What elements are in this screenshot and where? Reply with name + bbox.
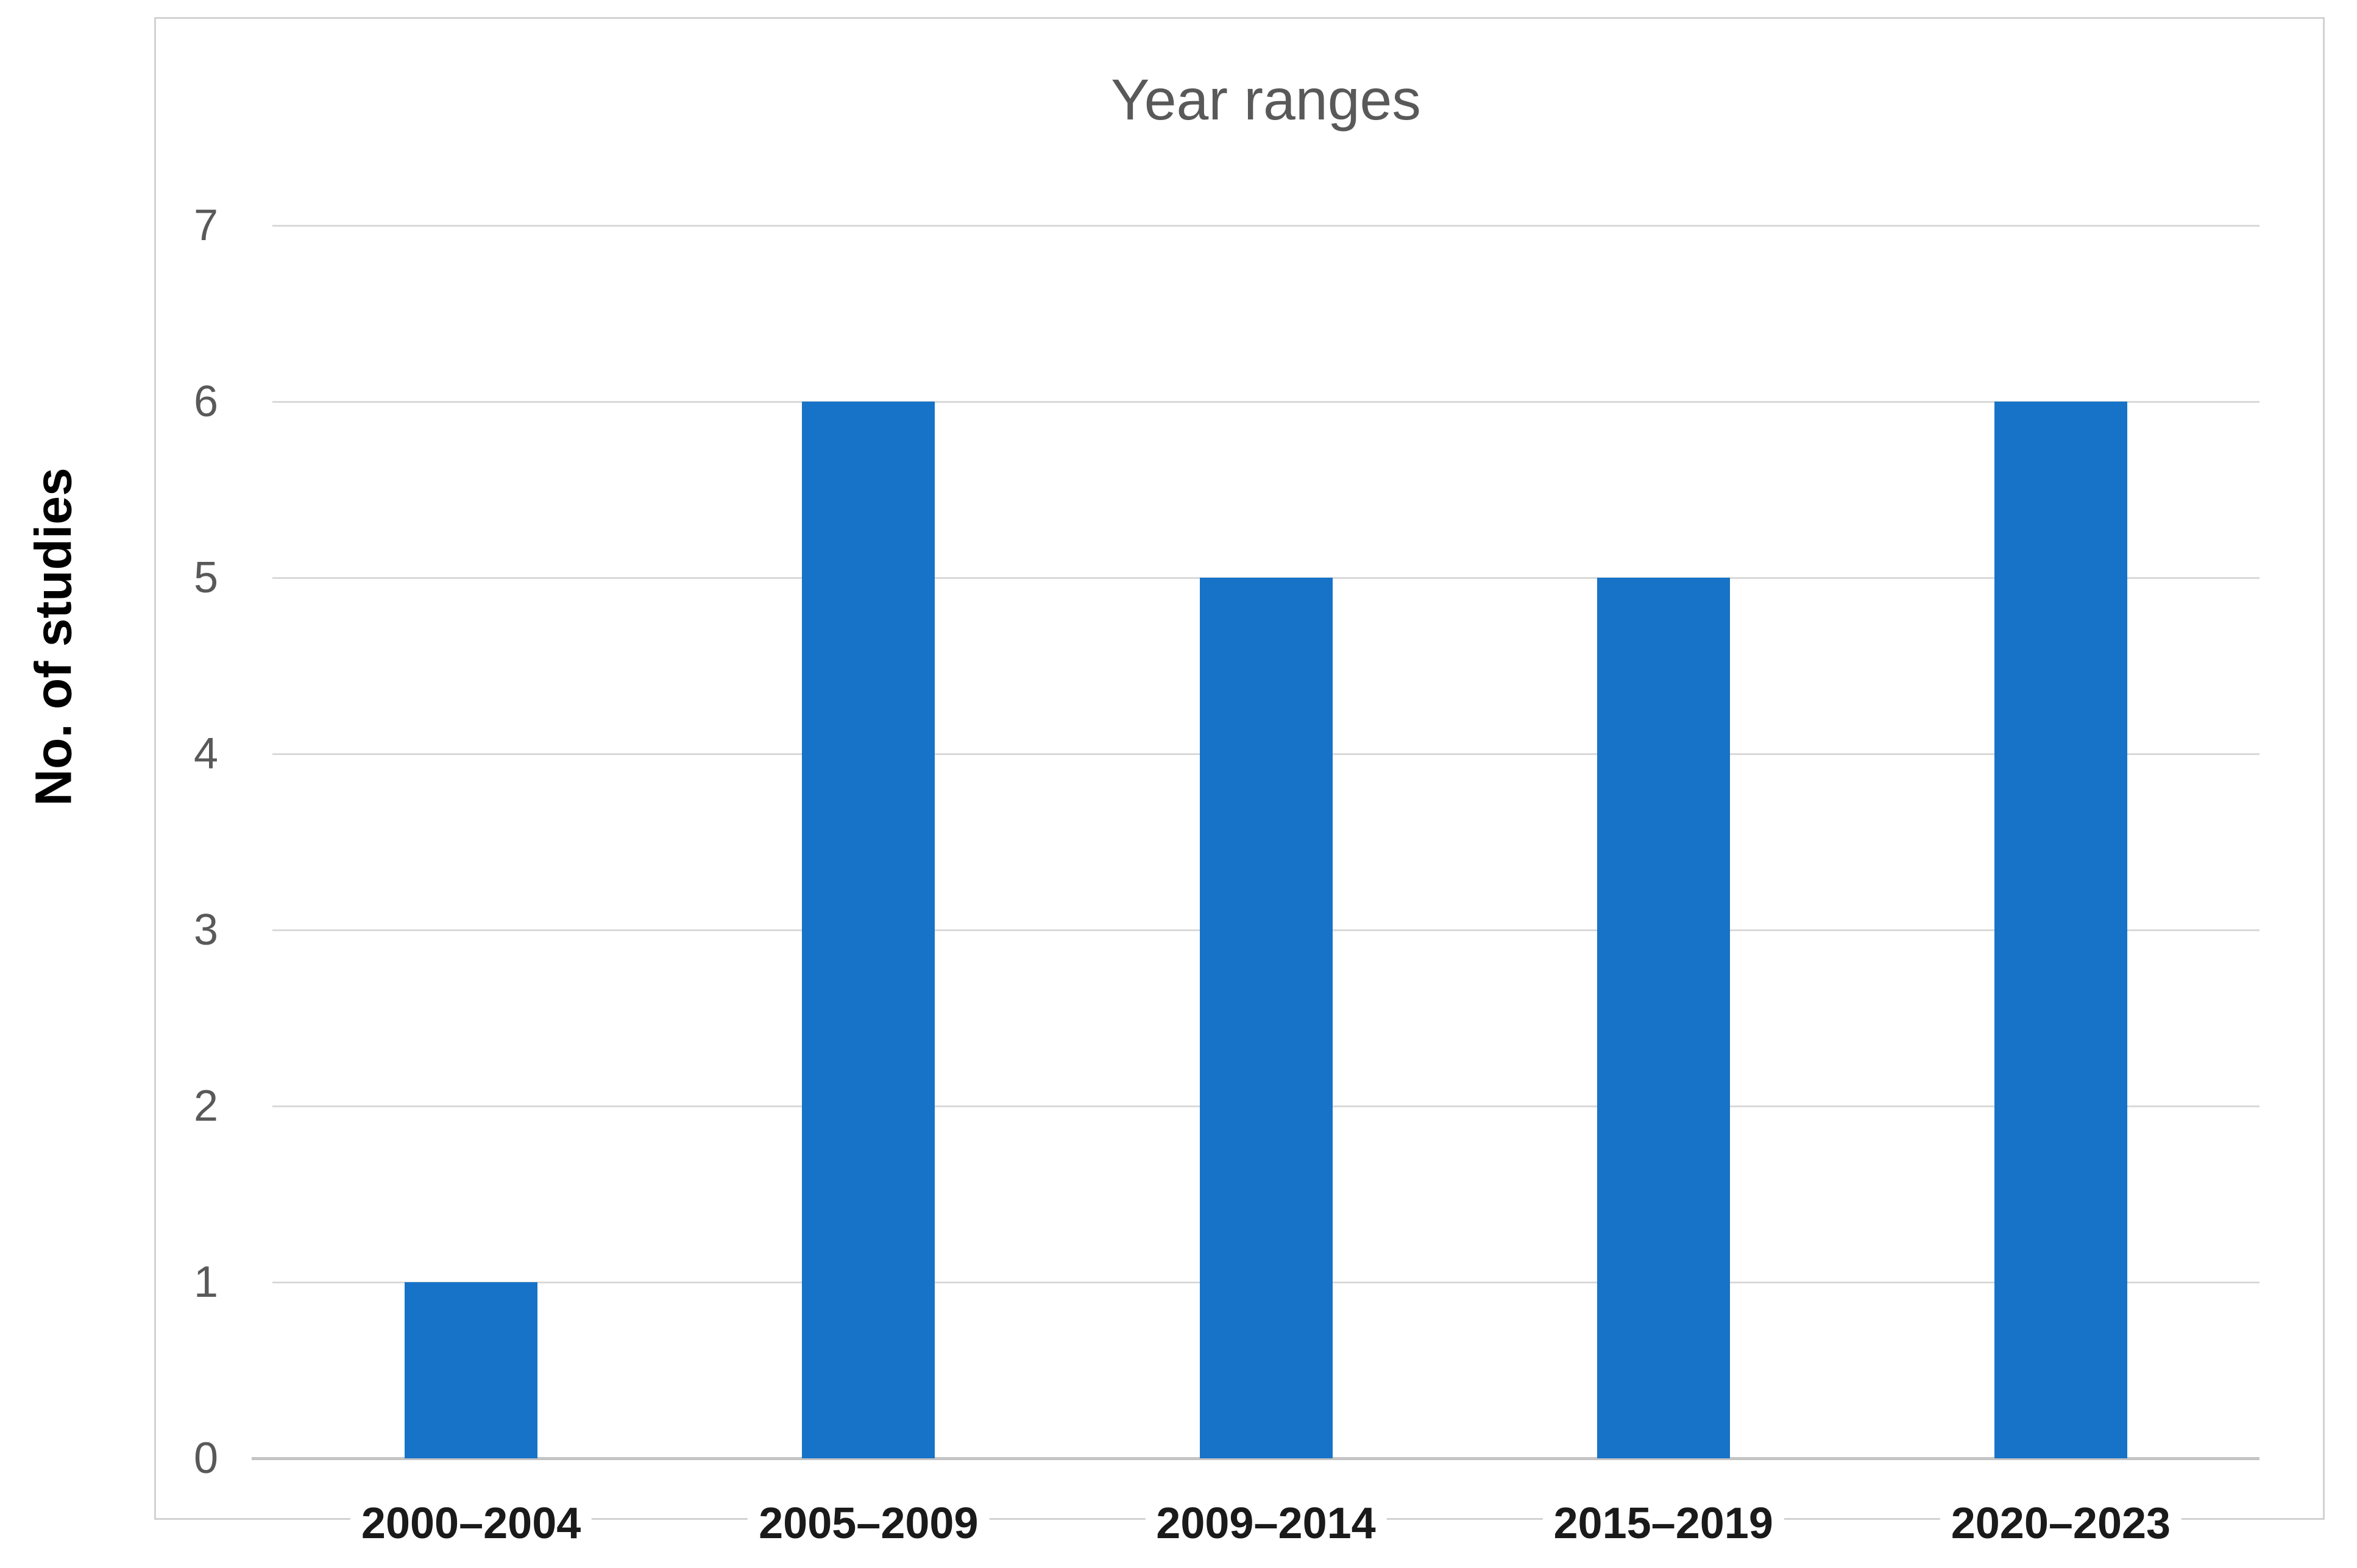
bar-2020–2023	[1994, 402, 2127, 1458]
x-tick-label: 2020–2023	[1940, 1495, 2182, 1552]
x-tick-label: 2009–2014	[1145, 1495, 1387, 1552]
bar-2005–2009	[802, 402, 935, 1458]
y-tick-label: 2	[193, 1082, 219, 1130]
y-tick-label: 5	[193, 553, 219, 602]
gridline	[272, 225, 2260, 227]
x-tick-label: 2005–2009	[748, 1495, 990, 1552]
y-tick-label: 7	[193, 201, 219, 250]
y-tick-label: 3	[193, 906, 219, 954]
y-tick-label: 0	[193, 1434, 219, 1483]
x-axis-line	[252, 1457, 2260, 1460]
x-tick-label: 2015–2019	[1542, 1495, 1784, 1552]
chart-title: Year ranges	[1111, 68, 1421, 132]
bar-2015–2019	[1597, 578, 1730, 1458]
y-tick-label: 1	[193, 1258, 219, 1307]
gridline	[272, 401, 2260, 403]
x-tick-label: 2000–2004	[350, 1495, 592, 1552]
y-tick-label: 6	[193, 377, 219, 426]
bar-2009–2014	[1199, 578, 1333, 1458]
bar-2000–2004	[405, 1282, 538, 1458]
y-tick-label: 4	[193, 729, 219, 778]
